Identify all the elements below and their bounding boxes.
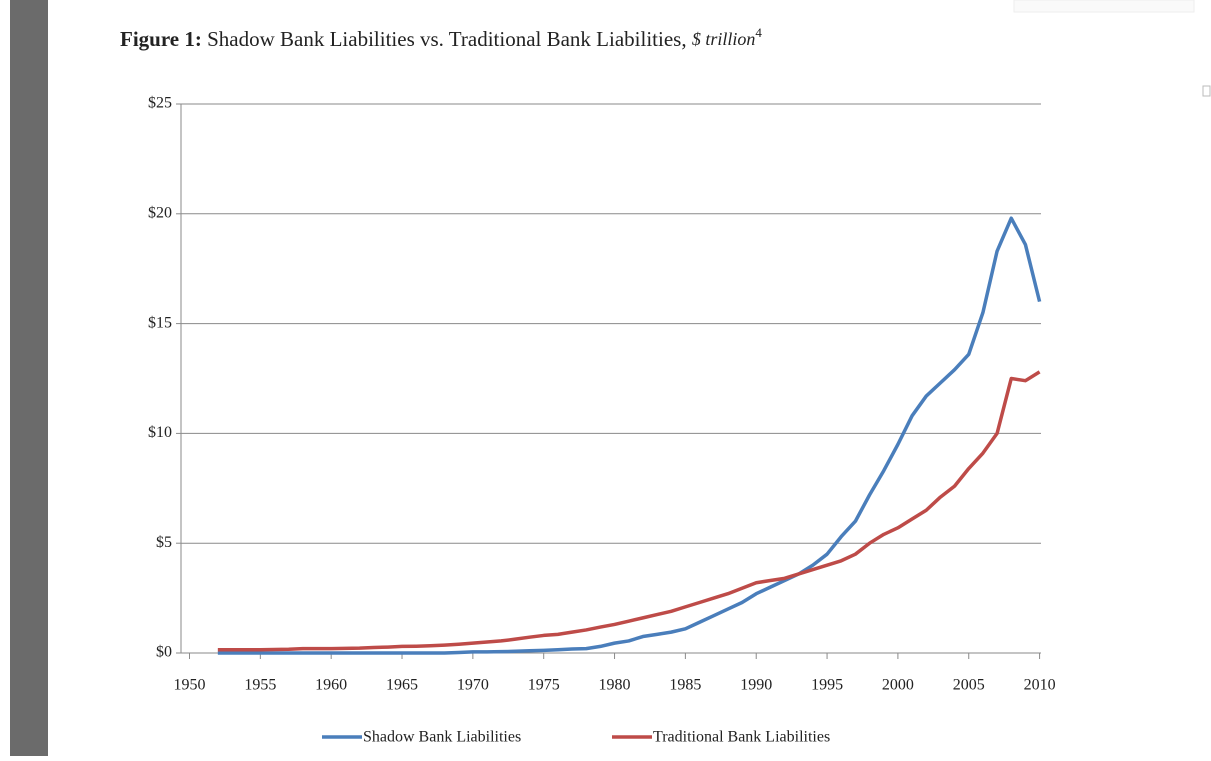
y-tick-label: $0 — [156, 644, 172, 661]
series-line — [217, 370, 1041, 652]
y-tick-label: $5 — [156, 534, 172, 551]
x-tick-label: 2010 — [1024, 677, 1056, 694]
title-note: 4 — [755, 25, 762, 40]
scroll-icon — [1202, 85, 1211, 97]
title-text: Shadow Bank Liabilities vs. Traditional … — [207, 27, 686, 51]
x-tick-label: 1965 — [386, 677, 418, 694]
y-tick-label: $10 — [148, 424, 172, 441]
side-bar — [10, 0, 48, 756]
x-tick-label: 1950 — [174, 677, 206, 694]
x-tick-label: 1970 — [457, 677, 489, 694]
x-tick-label: 1985 — [669, 677, 701, 694]
toolbar — [1013, 0, 1195, 13]
y-tick-label: $25 — [148, 95, 172, 112]
legend-label: Traditional Bank Liabilities — [653, 729, 830, 746]
x-tick-label: 2000 — [882, 677, 914, 694]
x-tick-label: 1990 — [740, 677, 772, 694]
title-label: Figure 1: — [120, 27, 202, 51]
chart-title: Figure 1: Shadow Bank Liabilities vs. Tr… — [120, 25, 762, 51]
x-tick-label: 1975 — [528, 677, 560, 694]
y-tick-label: $20 — [148, 204, 172, 221]
x-tick-label: 1960 — [315, 677, 347, 694]
y-tick-label: $15 — [148, 314, 172, 331]
x-tick-label: 1980 — [599, 677, 631, 694]
x-tick-label: 1995 — [811, 677, 843, 694]
title-unit: $ trillion — [692, 29, 756, 49]
series-line — [217, 216, 1042, 655]
x-tick-label: 1955 — [244, 677, 276, 694]
legend-label: Shadow Bank Liabilities — [363, 729, 521, 746]
x-tick-label: 2005 — [953, 677, 985, 694]
